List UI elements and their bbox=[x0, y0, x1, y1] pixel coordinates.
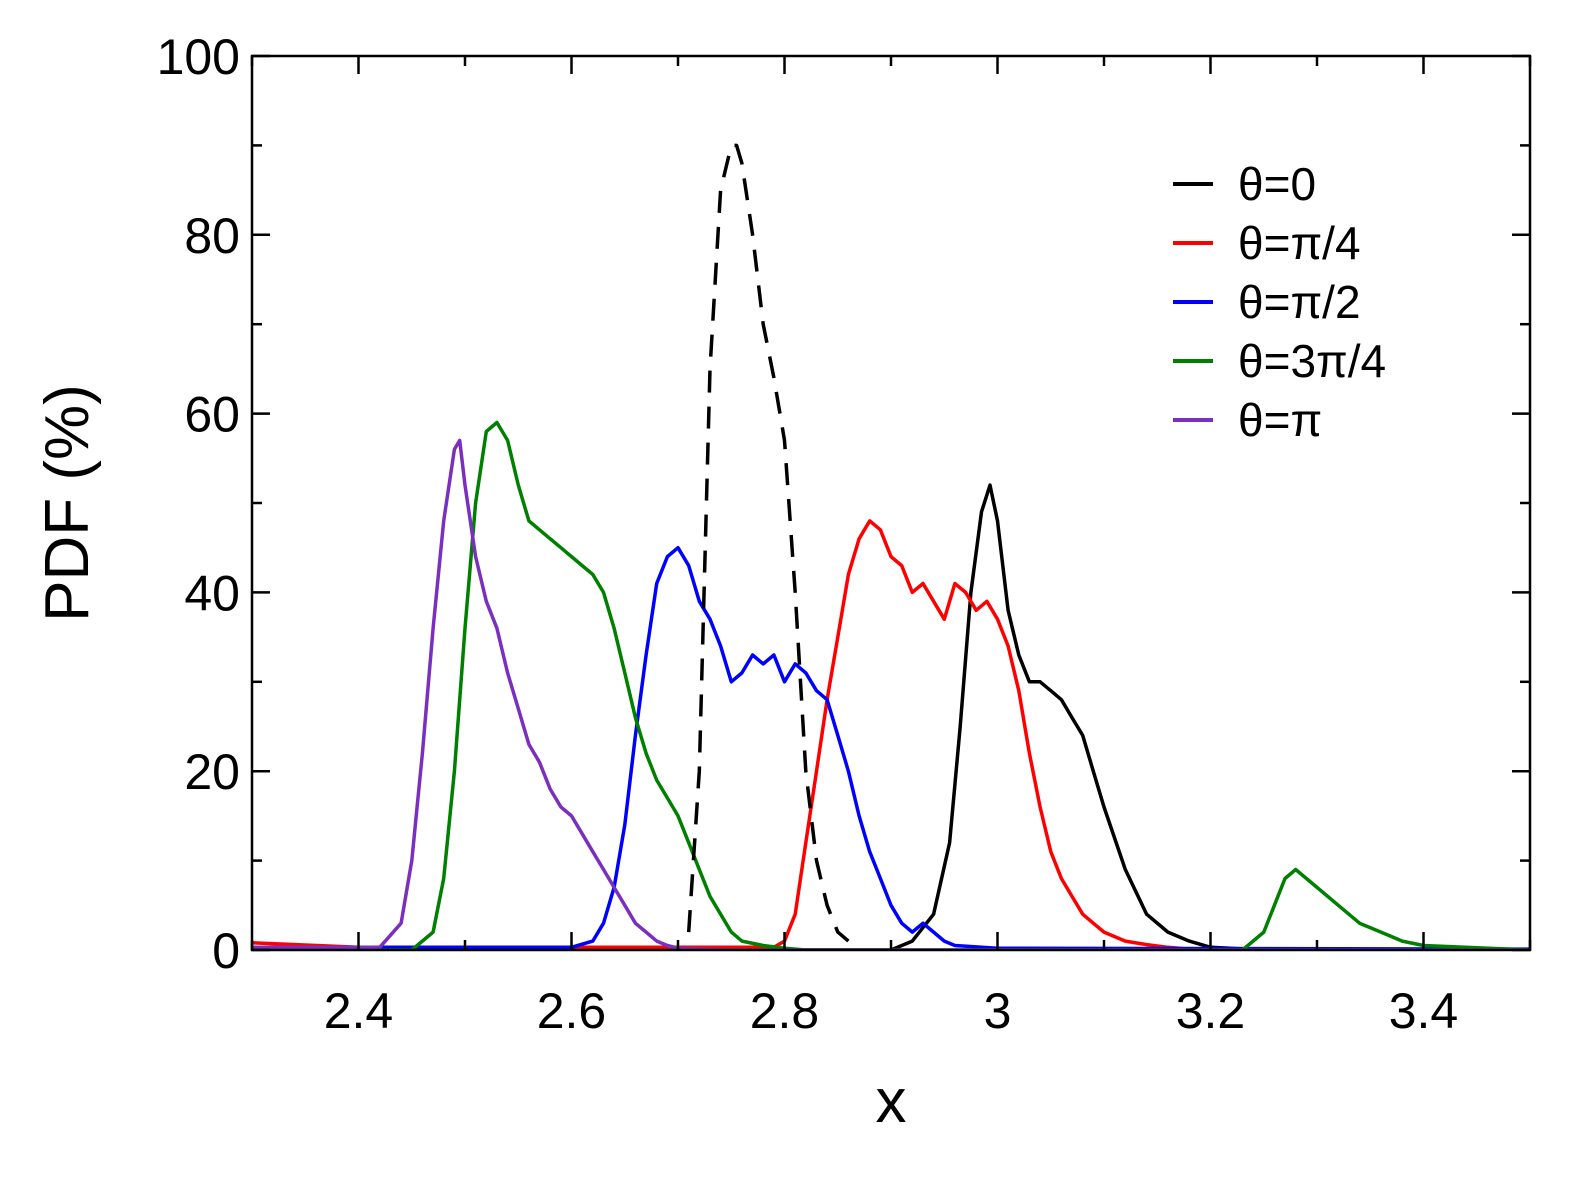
x-tick-label: 3.2 bbox=[1176, 983, 1246, 1039]
x-tick-label: 2.6 bbox=[537, 983, 607, 1039]
x-axis-title: x bbox=[876, 1067, 907, 1136]
x-tick-label: 3.4 bbox=[1389, 983, 1459, 1039]
y-axis-title: PDF (%) bbox=[33, 384, 102, 622]
legend-label: θ=3π/4 bbox=[1238, 335, 1386, 387]
legend-label: θ=π/4 bbox=[1238, 217, 1361, 269]
series-line-3 bbox=[252, 545, 1530, 950]
plot-lines bbox=[252, 143, 1530, 950]
series-line-2 bbox=[252, 519, 1530, 950]
x-tick-label: 3 bbox=[984, 983, 1012, 1039]
axis-ticks: 2.4 2.6 2.8 3 3.2 3.4 0 20 40 60 80 100 bbox=[157, 29, 1532, 1039]
x-tick-label: 2.4 bbox=[324, 983, 394, 1039]
y-tick-label: 40 bbox=[184, 565, 240, 621]
legend: θ=0 θ=π/4 θ=π/2 θ=3π/4 θ=π bbox=[1173, 158, 1386, 446]
y-tick-label: 60 bbox=[184, 387, 240, 443]
series-line-5 bbox=[252, 438, 1530, 950]
series-line-1 bbox=[252, 483, 1530, 950]
y-tick-label: 100 bbox=[157, 29, 240, 85]
legend-label: θ=0 bbox=[1238, 158, 1316, 210]
y-tick-label: 20 bbox=[184, 744, 240, 800]
y-tick-label: 0 bbox=[212, 923, 240, 979]
series-line-4 bbox=[252, 420, 1530, 950]
series-line-dashed bbox=[686, 143, 850, 943]
plot-frame bbox=[250, 54, 1532, 952]
x-tick-label: 2.8 bbox=[750, 983, 820, 1039]
y-tick-label: 80 bbox=[184, 208, 240, 264]
legend-label: θ=π bbox=[1238, 394, 1322, 446]
legend-label: θ=π/2 bbox=[1238, 276, 1361, 328]
